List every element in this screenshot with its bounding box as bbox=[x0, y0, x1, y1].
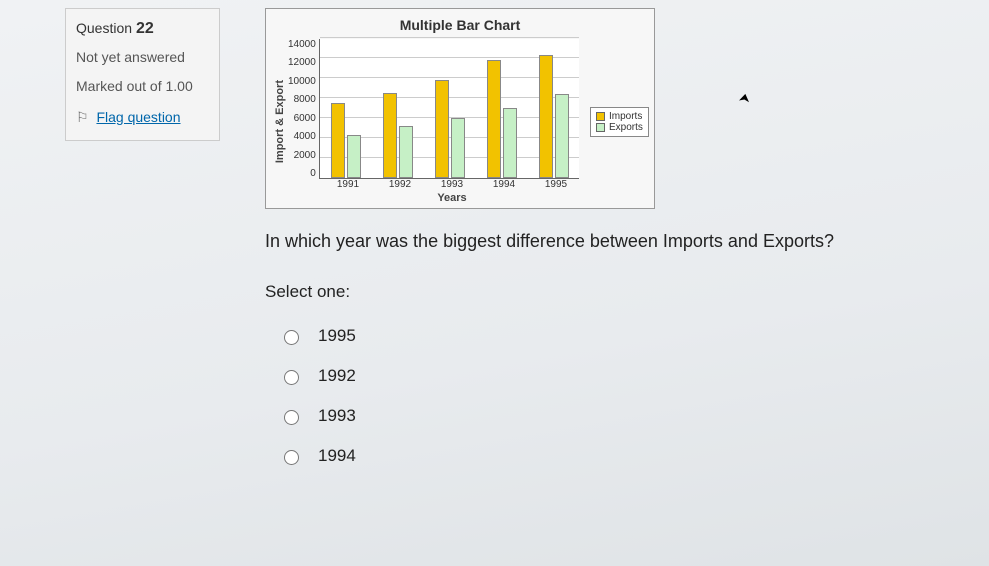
answer-radio[interactable] bbox=[284, 450, 299, 465]
chart-legend-item: Exports bbox=[596, 122, 643, 133]
question-info-panel: Question 22 Not yet answered Marked out … bbox=[65, 8, 220, 141]
marked-value: 1.00 bbox=[166, 78, 193, 94]
flag-question-link[interactable]: Flag question bbox=[96, 109, 180, 125]
question-status: Not yet answered bbox=[76, 47, 209, 68]
legend-swatch-icon bbox=[596, 123, 605, 132]
chart-bar-group bbox=[538, 55, 570, 178]
answer-label: 1995 bbox=[318, 326, 356, 346]
chart-bar-group bbox=[330, 103, 362, 178]
chart-xtick: 1994 bbox=[478, 179, 530, 190]
chart-ytick: 12000 bbox=[288, 57, 316, 68]
marked-label: Marked out of bbox=[76, 78, 162, 94]
chart-bar-group bbox=[382, 93, 414, 178]
legend-label: Imports bbox=[609, 111, 642, 122]
question-mark-info: Marked out of 1.00 bbox=[76, 76, 209, 97]
answer-option[interactable]: 1994 bbox=[265, 436, 969, 476]
chart-bar-group bbox=[434, 80, 466, 178]
chart-ytick: 4000 bbox=[294, 131, 316, 142]
chart-bar-exports bbox=[451, 118, 465, 178]
flag-icon: ⚐ bbox=[76, 109, 89, 125]
chart-ylabel: Import & Export bbox=[272, 80, 288, 163]
chart-ytick: 10000 bbox=[288, 76, 316, 87]
chart-legend-item: Imports bbox=[596, 111, 643, 122]
chart-gridline bbox=[320, 37, 579, 38]
chart-xtick: 1993 bbox=[426, 179, 478, 190]
chart-bar-exports bbox=[503, 108, 517, 178]
chart-bar-group bbox=[486, 60, 518, 178]
question-text: In which year was the biggest difference… bbox=[265, 231, 969, 252]
legend-label: Exports bbox=[609, 122, 643, 133]
answer-option[interactable]: 1995 bbox=[265, 316, 969, 356]
chart-yticks: 14000 12000 10000 8000 6000 4000 2000 0 bbox=[288, 39, 319, 179]
answer-options: 1995 1992 1993 1994 bbox=[265, 316, 969, 476]
chart-title: Multiple Bar Chart bbox=[272, 17, 648, 33]
answer-radio[interactable] bbox=[284, 370, 299, 385]
chart-legend: ImportsExports bbox=[590, 107, 649, 137]
chart-bar-imports bbox=[539, 55, 553, 178]
chart-xtick: 1991 bbox=[322, 179, 374, 190]
question-label: Question bbox=[76, 20, 132, 36]
chart-bar-imports bbox=[383, 93, 397, 178]
chart-ytick: 14000 bbox=[288, 39, 316, 50]
chart-bar-exports bbox=[555, 94, 569, 178]
chart-bar-imports bbox=[435, 80, 449, 178]
question-title: Question 22 bbox=[76, 17, 209, 41]
answer-option[interactable]: 1993 bbox=[265, 396, 969, 436]
answer-label: 1992 bbox=[318, 366, 356, 386]
question-content: Multiple Bar Chart Import & Export 14000… bbox=[265, 8, 969, 476]
answer-radio[interactable] bbox=[284, 410, 299, 425]
chart-xlabel: Years bbox=[322, 192, 582, 204]
chart-bar-exports bbox=[399, 126, 413, 178]
legend-swatch-icon bbox=[596, 112, 605, 121]
chart-ytick: 8000 bbox=[294, 94, 316, 105]
chart-bar-imports bbox=[487, 60, 501, 178]
chart-ytick: 6000 bbox=[294, 113, 316, 124]
chart-xtick: 1995 bbox=[530, 179, 582, 190]
chart-xticks: 19911992199319941995 bbox=[322, 179, 582, 190]
chart-container: Multiple Bar Chart Import & Export 14000… bbox=[265, 8, 655, 209]
answer-option[interactable]: 1992 bbox=[265, 356, 969, 396]
chart-ytick: 2000 bbox=[294, 150, 316, 161]
chart-xtick: 1992 bbox=[374, 179, 426, 190]
flag-question-line: ⚐ Flag question bbox=[76, 107, 209, 128]
chart-ytick: 0 bbox=[310, 168, 316, 179]
chart-bar-exports bbox=[347, 135, 361, 178]
chart-plot-area bbox=[319, 39, 579, 179]
answer-label: 1993 bbox=[318, 406, 356, 426]
chart-bar-imports bbox=[331, 103, 345, 178]
answer-label: 1994 bbox=[318, 446, 356, 466]
select-prompt: Select one: bbox=[265, 282, 969, 302]
question-number: 22 bbox=[136, 20, 154, 37]
answer-radio[interactable] bbox=[284, 330, 299, 345]
